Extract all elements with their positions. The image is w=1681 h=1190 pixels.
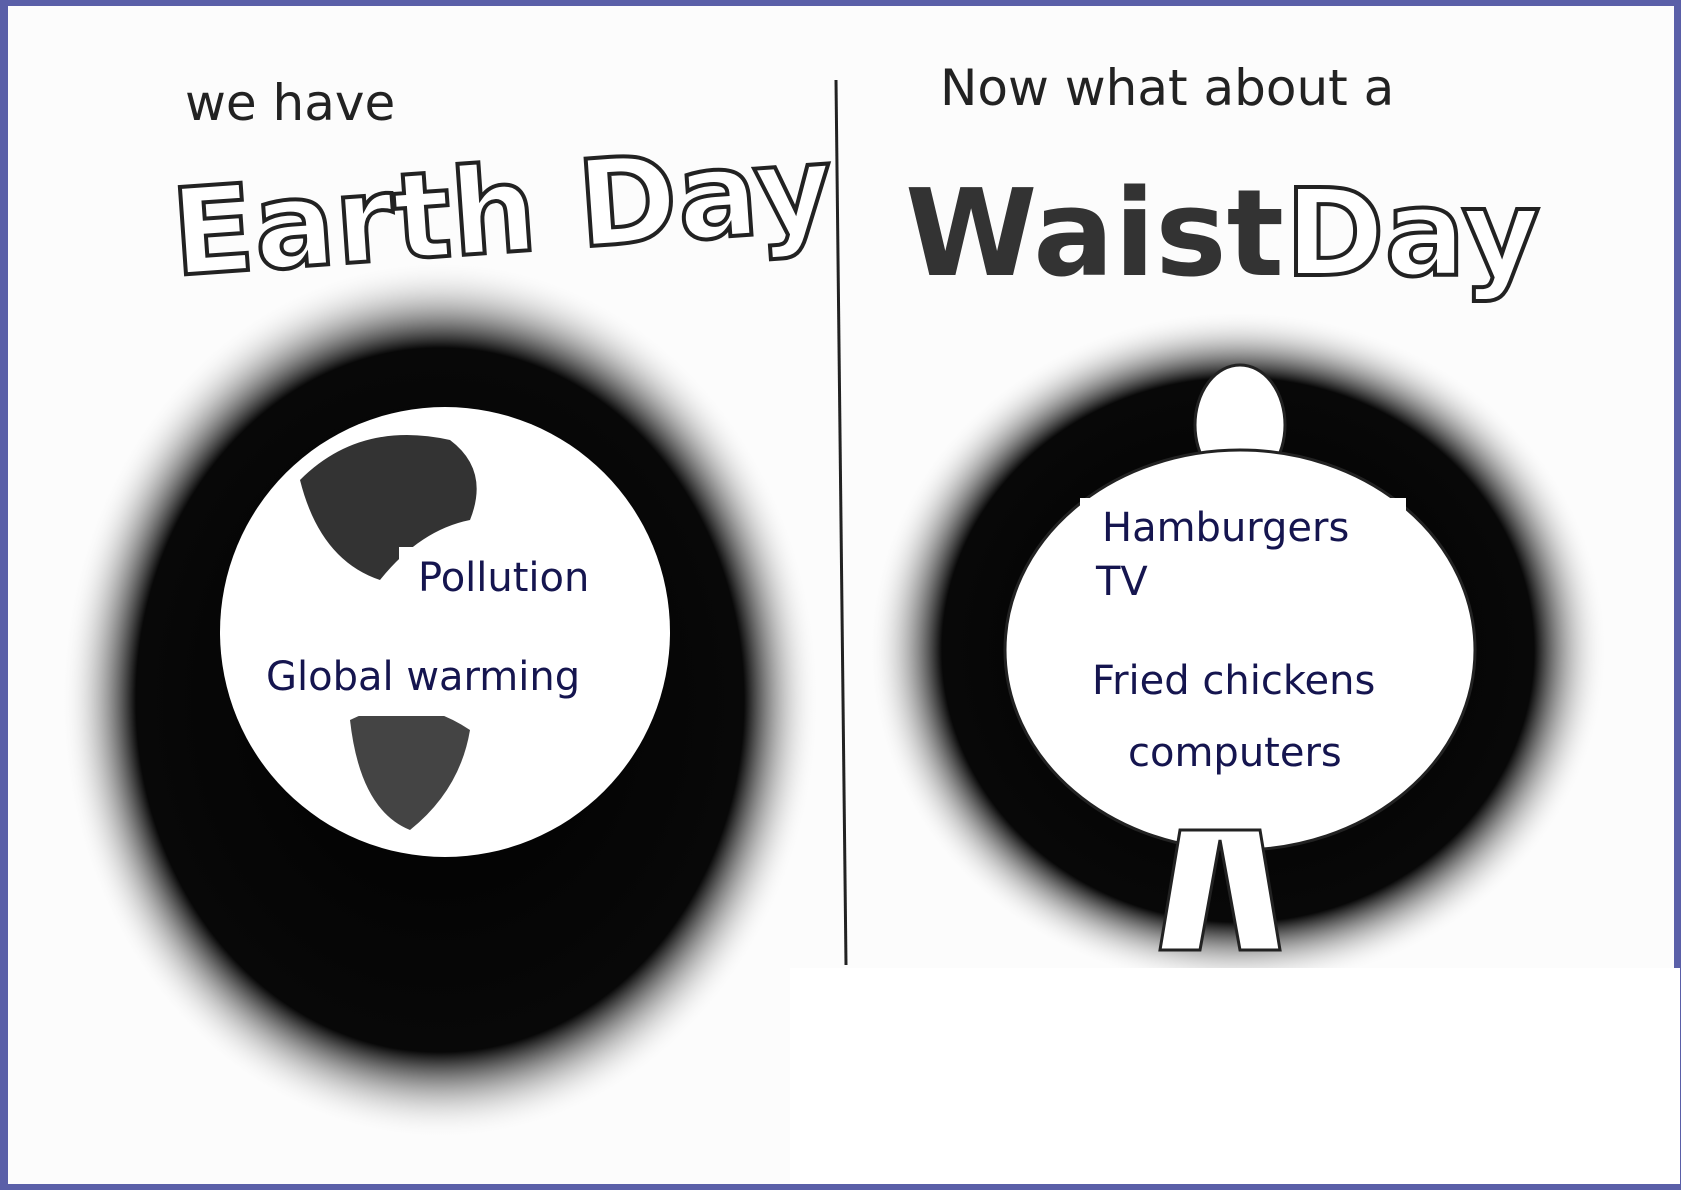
title-word: Day <box>1285 165 1540 304</box>
caption: Now what about a <box>940 59 1394 117</box>
caption: we have <box>185 74 395 132</box>
cartoon: we have Earth Day Now what about a Waist… <box>0 0 1681 1190</box>
label: computers <box>1128 730 1342 776</box>
label: TV <box>1095 559 1148 605</box>
page: we have Earth Day Now what about a Waist… <box>0 0 1681 1190</box>
label: Fried chickens <box>1092 658 1375 704</box>
blank-area <box>790 968 1680 1184</box>
label: Global warming <box>266 654 580 700</box>
label: Pollution <box>418 555 589 601</box>
title-word: Waist <box>905 165 1284 304</box>
label: Hamburgers <box>1102 505 1349 551</box>
